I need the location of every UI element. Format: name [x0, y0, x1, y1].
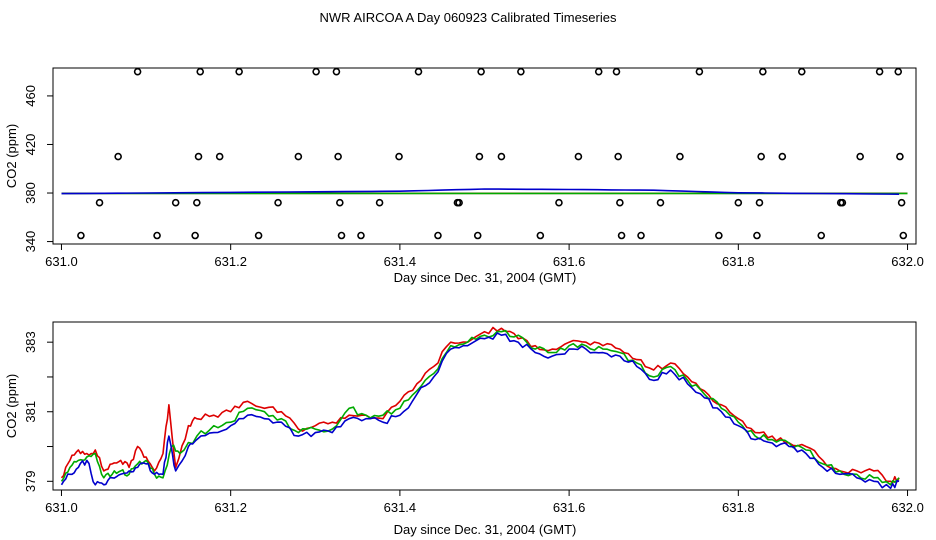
x-tick-label: 631.2: [214, 254, 247, 269]
bottom-plot-frame: [52, 321, 917, 491]
scatter-point: [676, 152, 684, 161]
scatter-point: [875, 67, 884, 76]
scatter-point: [734, 198, 743, 207]
scatter-point: [617, 231, 626, 240]
x-tick-label: 631.8: [722, 254, 755, 269]
top-marks: [61, 67, 908, 240]
scatter-point: [312, 67, 320, 76]
x-tick-label: 631.8: [722, 500, 755, 515]
scatter-point: [254, 231, 263, 240]
bottom-x-ticks: 631.0 631.2 631.4 631.6 631.8 632.0: [45, 490, 924, 515]
scatter-point: [95, 198, 104, 207]
x-tick-label: 631.6: [553, 254, 586, 269]
scatter-point: [375, 198, 384, 207]
scatter-point: [395, 152, 403, 161]
scatter-point: [896, 152, 904, 161]
scatter-point: [536, 231, 545, 240]
top-y-axis-label: CO2 (ppm): [4, 124, 19, 188]
scatter-point: [616, 198, 624, 207]
x-tick-label: 631.4: [384, 254, 417, 269]
x-tick-label: 631.0: [45, 500, 78, 515]
scatter-point: [797, 67, 806, 76]
scatter-point: [817, 231, 826, 240]
scatter-point: [332, 67, 341, 76]
scatter-point: [899, 231, 908, 240]
scatter-point: [477, 67, 485, 76]
scatter-point: [114, 152, 122, 161]
scatter-point: [274, 198, 282, 207]
x-tick-label: 632.0: [891, 500, 924, 515]
scatter-point: [614, 152, 622, 161]
scatter-point: [715, 231, 723, 240]
scatter-point: [637, 231, 645, 240]
scatter-point: [612, 67, 621, 76]
scatter-point: [414, 67, 423, 76]
y-tick-label: 383: [23, 331, 38, 353]
scatter-point: [153, 231, 161, 240]
x-tick-label: 632.0: [891, 254, 924, 269]
scatter-point: [196, 67, 205, 76]
scatter-point: [294, 152, 303, 161]
series-line: [60, 329, 900, 486]
y-tick-label: 340: [23, 231, 38, 253]
scatter-point: [574, 152, 583, 161]
bottom-y-ticks: 379 381 383: [23, 331, 53, 492]
scatter-point: [656, 198, 665, 207]
scatter-point: [594, 67, 603, 76]
bottom-line-panel: Day since Dec. 31, 2004 (GMT) CO2 (ppm) …: [4, 321, 924, 537]
scatter-point: [755, 198, 764, 207]
scatter-point: [235, 67, 243, 76]
scatter-point: [695, 67, 704, 76]
scatter-point: [194, 152, 203, 161]
bottom-marks: [60, 326, 900, 490]
scatter-point: [171, 198, 180, 207]
scatter-point: [778, 152, 787, 161]
top-y-ticks: 340 380 420 460: [23, 85, 53, 252]
scatter-point: [897, 198, 906, 207]
scatter-point: [753, 231, 761, 240]
scatter-point: [357, 231, 365, 240]
scatter-point: [517, 67, 525, 76]
scatter-point: [133, 67, 142, 76]
y-tick-label: 379: [23, 470, 38, 492]
series-line: [61, 188, 900, 195]
scatter-point: [334, 152, 342, 161]
y-tick-label: 381: [23, 401, 38, 423]
top-scatter-panel: Day since Dec. 31, 2004 (GMT) CO2 (ppm) …: [4, 67, 924, 285]
scatter-point: [434, 231, 442, 240]
scatter-point: [191, 231, 199, 240]
y-tick-label: 420: [23, 134, 38, 156]
scatter-point: [215, 152, 224, 161]
scatter-point: [336, 198, 344, 207]
series-line: [60, 326, 900, 484]
y-tick-label: 380: [23, 182, 38, 204]
scatter-point: [555, 198, 563, 207]
x-tick-label: 631.4: [384, 500, 417, 515]
x-tick-label: 631.6: [553, 500, 586, 515]
chart-title: NWR AIRCOA A Day 060923 Calibrated Times…: [320, 10, 617, 25]
scatter-point: [193, 198, 201, 207]
scatter-point: [455, 198, 463, 207]
scatter-point: [473, 231, 482, 240]
top-x-axis-label: Day since Dec. 31, 2004 (GMT): [394, 270, 577, 285]
scatter-point: [757, 152, 765, 161]
scatter-point: [894, 67, 903, 76]
x-tick-label: 631.2: [214, 500, 247, 515]
scatter-point: [838, 198, 847, 207]
series-line: [60, 332, 900, 490]
scatter-point: [759, 67, 767, 76]
scatter-point: [337, 231, 346, 240]
scatter-point: [77, 231, 85, 240]
y-tick-label: 460: [23, 85, 38, 107]
top-plot-frame: [52, 67, 917, 245]
bottom-y-axis-label: CO2 (ppm): [4, 374, 19, 438]
top-x-ticks: 631.0 631.2 631.4 631.6 631.8 632.0: [45, 244, 924, 269]
bottom-x-axis-label: Day since Dec. 31, 2004 (GMT): [394, 522, 577, 537]
scatter-point: [475, 152, 484, 161]
scatter-point: [497, 152, 506, 161]
scatter-point: [856, 152, 864, 161]
x-tick-label: 631.0: [45, 254, 78, 269]
